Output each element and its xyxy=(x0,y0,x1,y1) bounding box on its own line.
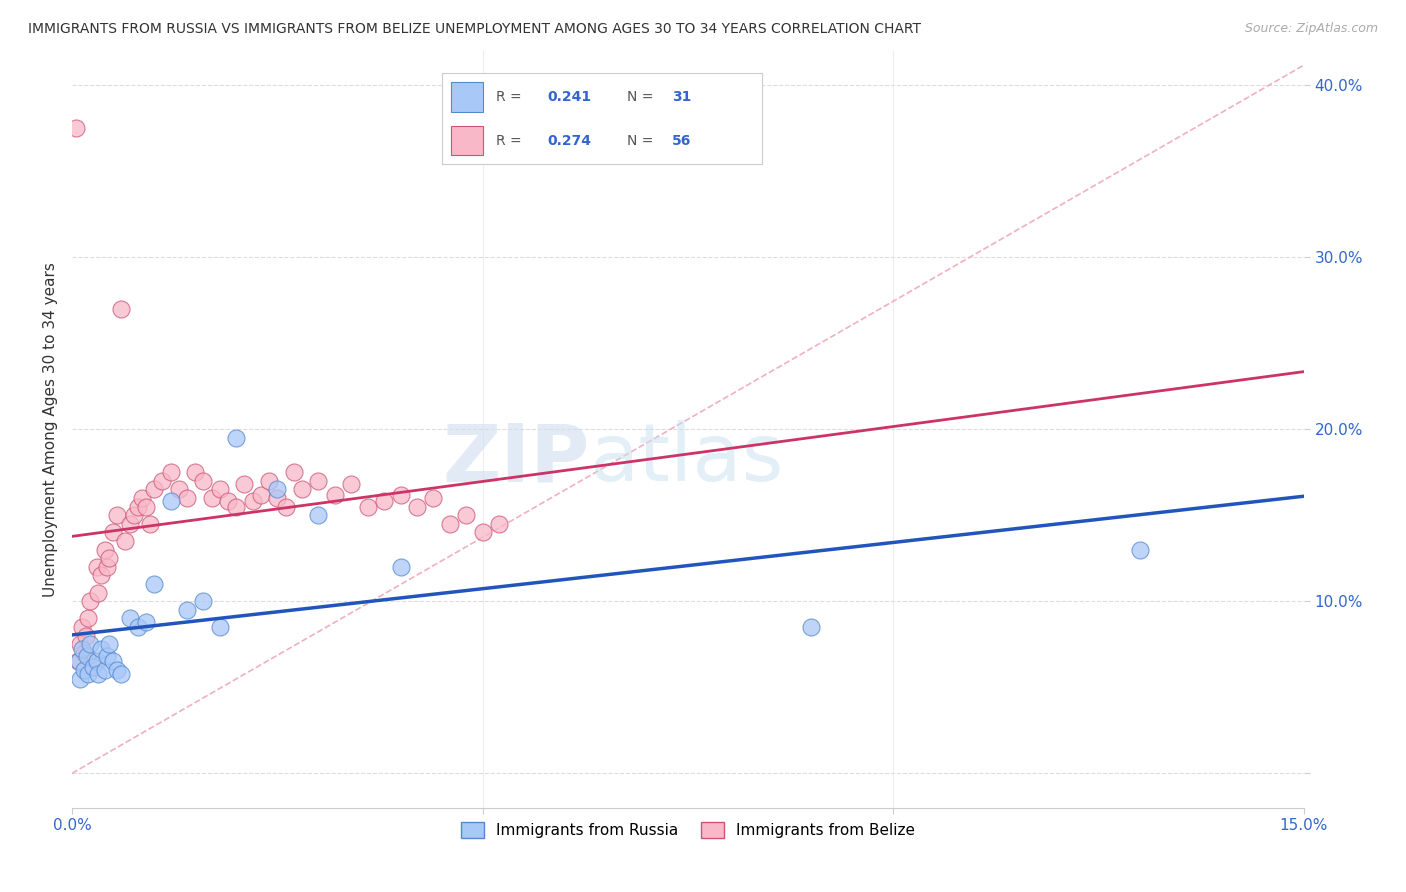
Point xyxy=(87,666,110,681)
Point xyxy=(488,516,510,531)
Point xyxy=(69,637,91,651)
Point xyxy=(274,500,297,514)
Point xyxy=(135,500,157,514)
Point xyxy=(94,542,117,557)
Point xyxy=(242,494,264,508)
Point xyxy=(75,629,97,643)
Point xyxy=(114,534,136,549)
Point xyxy=(101,525,124,540)
Point xyxy=(266,483,288,497)
Point xyxy=(193,474,215,488)
Point xyxy=(127,500,149,514)
Point xyxy=(98,551,121,566)
Point xyxy=(105,508,128,523)
Text: IMMIGRANTS FROM RUSSIA VS IMMIGRANTS FROM BELIZE UNEMPLOYMENT AMONG AGES 30 TO 3: IMMIGRANTS FROM RUSSIA VS IMMIGRANTS FRO… xyxy=(28,22,921,37)
Point xyxy=(86,559,108,574)
Point xyxy=(90,568,112,582)
Point xyxy=(86,655,108,669)
Point xyxy=(73,663,96,677)
Point xyxy=(307,508,329,523)
Point xyxy=(118,516,141,531)
Point xyxy=(257,474,280,488)
Point xyxy=(79,594,101,608)
Point xyxy=(96,649,118,664)
Point xyxy=(471,525,494,540)
Point xyxy=(406,500,429,514)
Point xyxy=(105,663,128,677)
Point xyxy=(139,516,162,531)
Y-axis label: Unemployment Among Ages 30 to 34 years: Unemployment Among Ages 30 to 34 years xyxy=(44,261,58,597)
Text: atlas: atlas xyxy=(589,420,783,499)
Point xyxy=(69,672,91,686)
Point xyxy=(800,620,823,634)
Point xyxy=(439,516,461,531)
Point xyxy=(98,637,121,651)
Point xyxy=(110,666,132,681)
Point xyxy=(131,491,153,505)
Point xyxy=(456,508,478,523)
Point xyxy=(176,603,198,617)
Point xyxy=(65,121,87,136)
Point xyxy=(77,666,100,681)
Point xyxy=(307,474,329,488)
Point xyxy=(225,431,247,445)
Point xyxy=(135,615,157,629)
Point xyxy=(1129,542,1152,557)
Point xyxy=(217,494,239,508)
Point xyxy=(110,301,132,316)
Point xyxy=(291,483,314,497)
Point xyxy=(101,655,124,669)
Point xyxy=(323,487,346,501)
Point xyxy=(82,659,104,673)
Point xyxy=(357,500,380,514)
Legend: Immigrants from Russia, Immigrants from Belize: Immigrants from Russia, Immigrants from … xyxy=(453,814,922,846)
Point xyxy=(422,491,444,505)
Point xyxy=(159,465,181,479)
Point xyxy=(70,642,93,657)
Point xyxy=(340,477,363,491)
Point xyxy=(208,620,231,634)
Point xyxy=(143,577,166,591)
Point xyxy=(77,611,100,625)
Point xyxy=(176,491,198,505)
Point xyxy=(193,594,215,608)
Point xyxy=(225,500,247,514)
Point xyxy=(250,487,273,501)
Point xyxy=(82,655,104,669)
Point xyxy=(389,559,412,574)
Point xyxy=(208,483,231,497)
Point xyxy=(266,491,288,505)
Point xyxy=(127,620,149,634)
Point xyxy=(79,637,101,651)
Point xyxy=(94,663,117,677)
Point xyxy=(76,649,98,664)
Point xyxy=(167,483,190,497)
Point xyxy=(159,494,181,508)
Text: ZIP: ZIP xyxy=(441,420,589,499)
Point xyxy=(389,487,412,501)
Point xyxy=(184,465,207,479)
Point xyxy=(118,611,141,625)
Point xyxy=(96,559,118,574)
Point xyxy=(150,474,173,488)
Point xyxy=(66,655,89,669)
Point xyxy=(67,655,90,669)
Point xyxy=(201,491,224,505)
Point xyxy=(90,642,112,657)
Point xyxy=(373,494,395,508)
Point xyxy=(73,646,96,660)
Point xyxy=(87,585,110,599)
Point xyxy=(143,483,166,497)
Text: Source: ZipAtlas.com: Source: ZipAtlas.com xyxy=(1244,22,1378,36)
Point xyxy=(70,620,93,634)
Point xyxy=(233,477,256,491)
Point xyxy=(122,508,145,523)
Point xyxy=(283,465,305,479)
